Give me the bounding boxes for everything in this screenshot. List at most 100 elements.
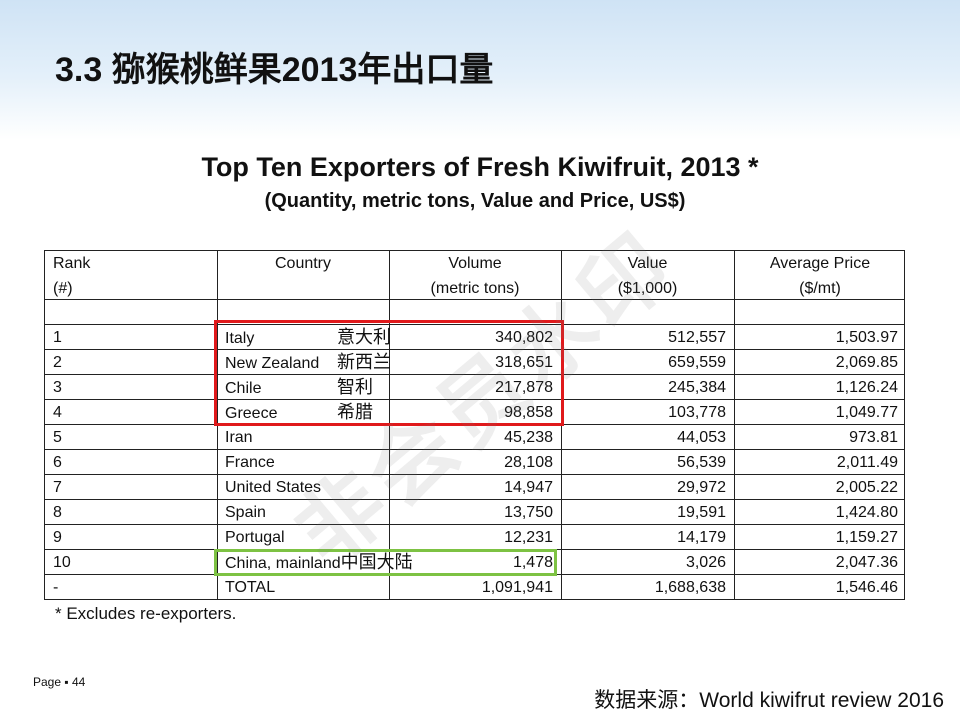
table-cell: 1,424.80 <box>835 503 898 521</box>
table-cell: 1,546.46 <box>835 578 898 596</box>
table-cell: 512,557 <box>668 328 726 346</box>
table-cell: United States <box>217 475 389 500</box>
header-band <box>0 0 960 140</box>
country-name: Spain <box>225 503 266 521</box>
table-cell: 1 <box>53 328 62 346</box>
source: 数据来源：World kiwifrut review 2016 <box>594 684 944 714</box>
table-cell: 973.81 <box>849 428 898 446</box>
table-cell: France <box>217 450 389 475</box>
table-cell: 245,384 <box>668 378 726 396</box>
table-cell: 217,878 <box>495 378 553 396</box>
table-cell: 13,750 <box>504 503 553 521</box>
country-name: Greece <box>225 404 278 422</box>
table-cell: 2 <box>53 353 62 371</box>
column-header: Rank <box>53 255 91 272</box>
country-name: United States <box>225 478 322 496</box>
table-cell: 28,108 <box>504 453 553 471</box>
chinese-note: 新西兰 <box>337 351 391 373</box>
table-cell: 318,651 <box>495 353 553 371</box>
source-text: World kiwifrut review 2016 <box>699 689 944 712</box>
table-cell: 3 <box>53 378 62 396</box>
row-divider <box>45 449 904 450</box>
table-title: Top Ten Exporters of Fresh Kiwifruit, 20… <box>201 152 759 182</box>
row-divider <box>45 399 904 400</box>
country-name: China, mainland <box>225 554 341 572</box>
chinese-note: 智利 <box>337 376 373 398</box>
table-cell: Spain <box>217 500 389 525</box>
table-cell: 29,972 <box>677 478 726 496</box>
column-unit: (#) <box>53 280 73 297</box>
table-cell: 659,559 <box>668 353 726 371</box>
table-cell: 14,179 <box>677 528 726 546</box>
country-name: France <box>225 453 275 471</box>
country-name: Iran <box>225 428 253 446</box>
highlight-box <box>214 320 564 426</box>
table-cell: 9 <box>53 528 62 546</box>
table-cell: 7 <box>53 478 62 496</box>
table-cell: Italy 意大利 <box>217 325 391 350</box>
table-cell: 2,011.49 <box>836 453 898 471</box>
column-header: Country <box>274 255 332 272</box>
row-divider <box>45 474 904 475</box>
table-cell: 1,159.27 <box>835 528 898 546</box>
column-unit: ($1,000) <box>617 280 678 297</box>
table-cell: Portugal <box>217 525 389 550</box>
table-cell: 14,947 <box>504 478 553 496</box>
row-divider <box>45 324 904 325</box>
row-divider <box>45 524 904 525</box>
table-cell: 1,091,941 <box>481 578 553 596</box>
table-cell: 340,802 <box>495 328 553 346</box>
table-cell: 5 <box>53 428 62 446</box>
chinese-note: 中国大陆 <box>340 551 413 573</box>
country-name: New Zealand <box>225 354 320 372</box>
table-cell: Chile 智利 <box>217 375 389 400</box>
table-cell: 103,778 <box>668 403 726 421</box>
table-cell: 2,005.22 <box>835 478 898 496</box>
slide-title: 3.3 猕猴桃鲜果2013年出口量 <box>55 51 494 89</box>
table-cell: 56,539 <box>677 453 726 471</box>
table-subtitle: (Quantity, metric tons, Value and Price,… <box>264 190 686 212</box>
table-cell: 1,126.24 <box>835 378 898 396</box>
table-cell: 3,026 <box>685 553 726 571</box>
table-cell: China, mainland中国大陆 <box>217 550 413 575</box>
column-unit: (metric tons) <box>430 280 520 297</box>
row-divider <box>45 374 904 375</box>
column-header: Average Price <box>769 255 871 272</box>
table-cell: 12,231 <box>504 528 553 546</box>
table-cell: TOTAL <box>217 575 389 600</box>
table-cell: Greece 希腊 <box>217 400 389 425</box>
row-divider <box>45 299 904 300</box>
country-name: Portugal <box>225 528 285 546</box>
row-divider <box>45 349 904 350</box>
table-cell: 4 <box>53 403 62 421</box>
table-cell: 6 <box>53 453 62 471</box>
country-name: Italy <box>225 329 255 347</box>
table-cell: 2,047.36 <box>835 553 898 571</box>
table-cell: 1,478 <box>512 553 553 571</box>
table-cell: 1,503.97 <box>835 328 898 346</box>
column-unit: ($/mt) <box>799 280 841 297</box>
table-cell: 1,688,638 <box>654 578 726 596</box>
chinese-note: 意大利 <box>337 326 391 348</box>
column-header: Volume <box>448 255 502 272</box>
table-cell: 2,069.85 <box>835 353 898 371</box>
table-cell: 44,053 <box>677 428 726 446</box>
table-cell: 19,591 <box>677 503 726 521</box>
page-number: Page ▪ 44 <box>33 675 86 689</box>
table-cell: Iran <box>217 425 389 450</box>
table-cell: 45,238 <box>504 428 553 446</box>
source-label: 数据来源： <box>594 688 700 712</box>
highlight-box <box>214 549 557 576</box>
country-name: Chile <box>225 379 262 397</box>
table-cell: 8 <box>53 503 62 521</box>
country-name: TOTAL <box>225 578 276 596</box>
row-divider <box>45 499 904 500</box>
table-cell: 98,858 <box>504 403 553 421</box>
table-cell: 10 <box>53 553 71 571</box>
table-cell: 1,049.77 <box>835 403 898 421</box>
table-cell: New Zealand 新西兰 <box>217 350 391 375</box>
chinese-note: 希腊 <box>337 401 373 423</box>
footnote: * Excludes re-exporters. <box>55 604 237 623</box>
column-divider <box>734 251 735 599</box>
